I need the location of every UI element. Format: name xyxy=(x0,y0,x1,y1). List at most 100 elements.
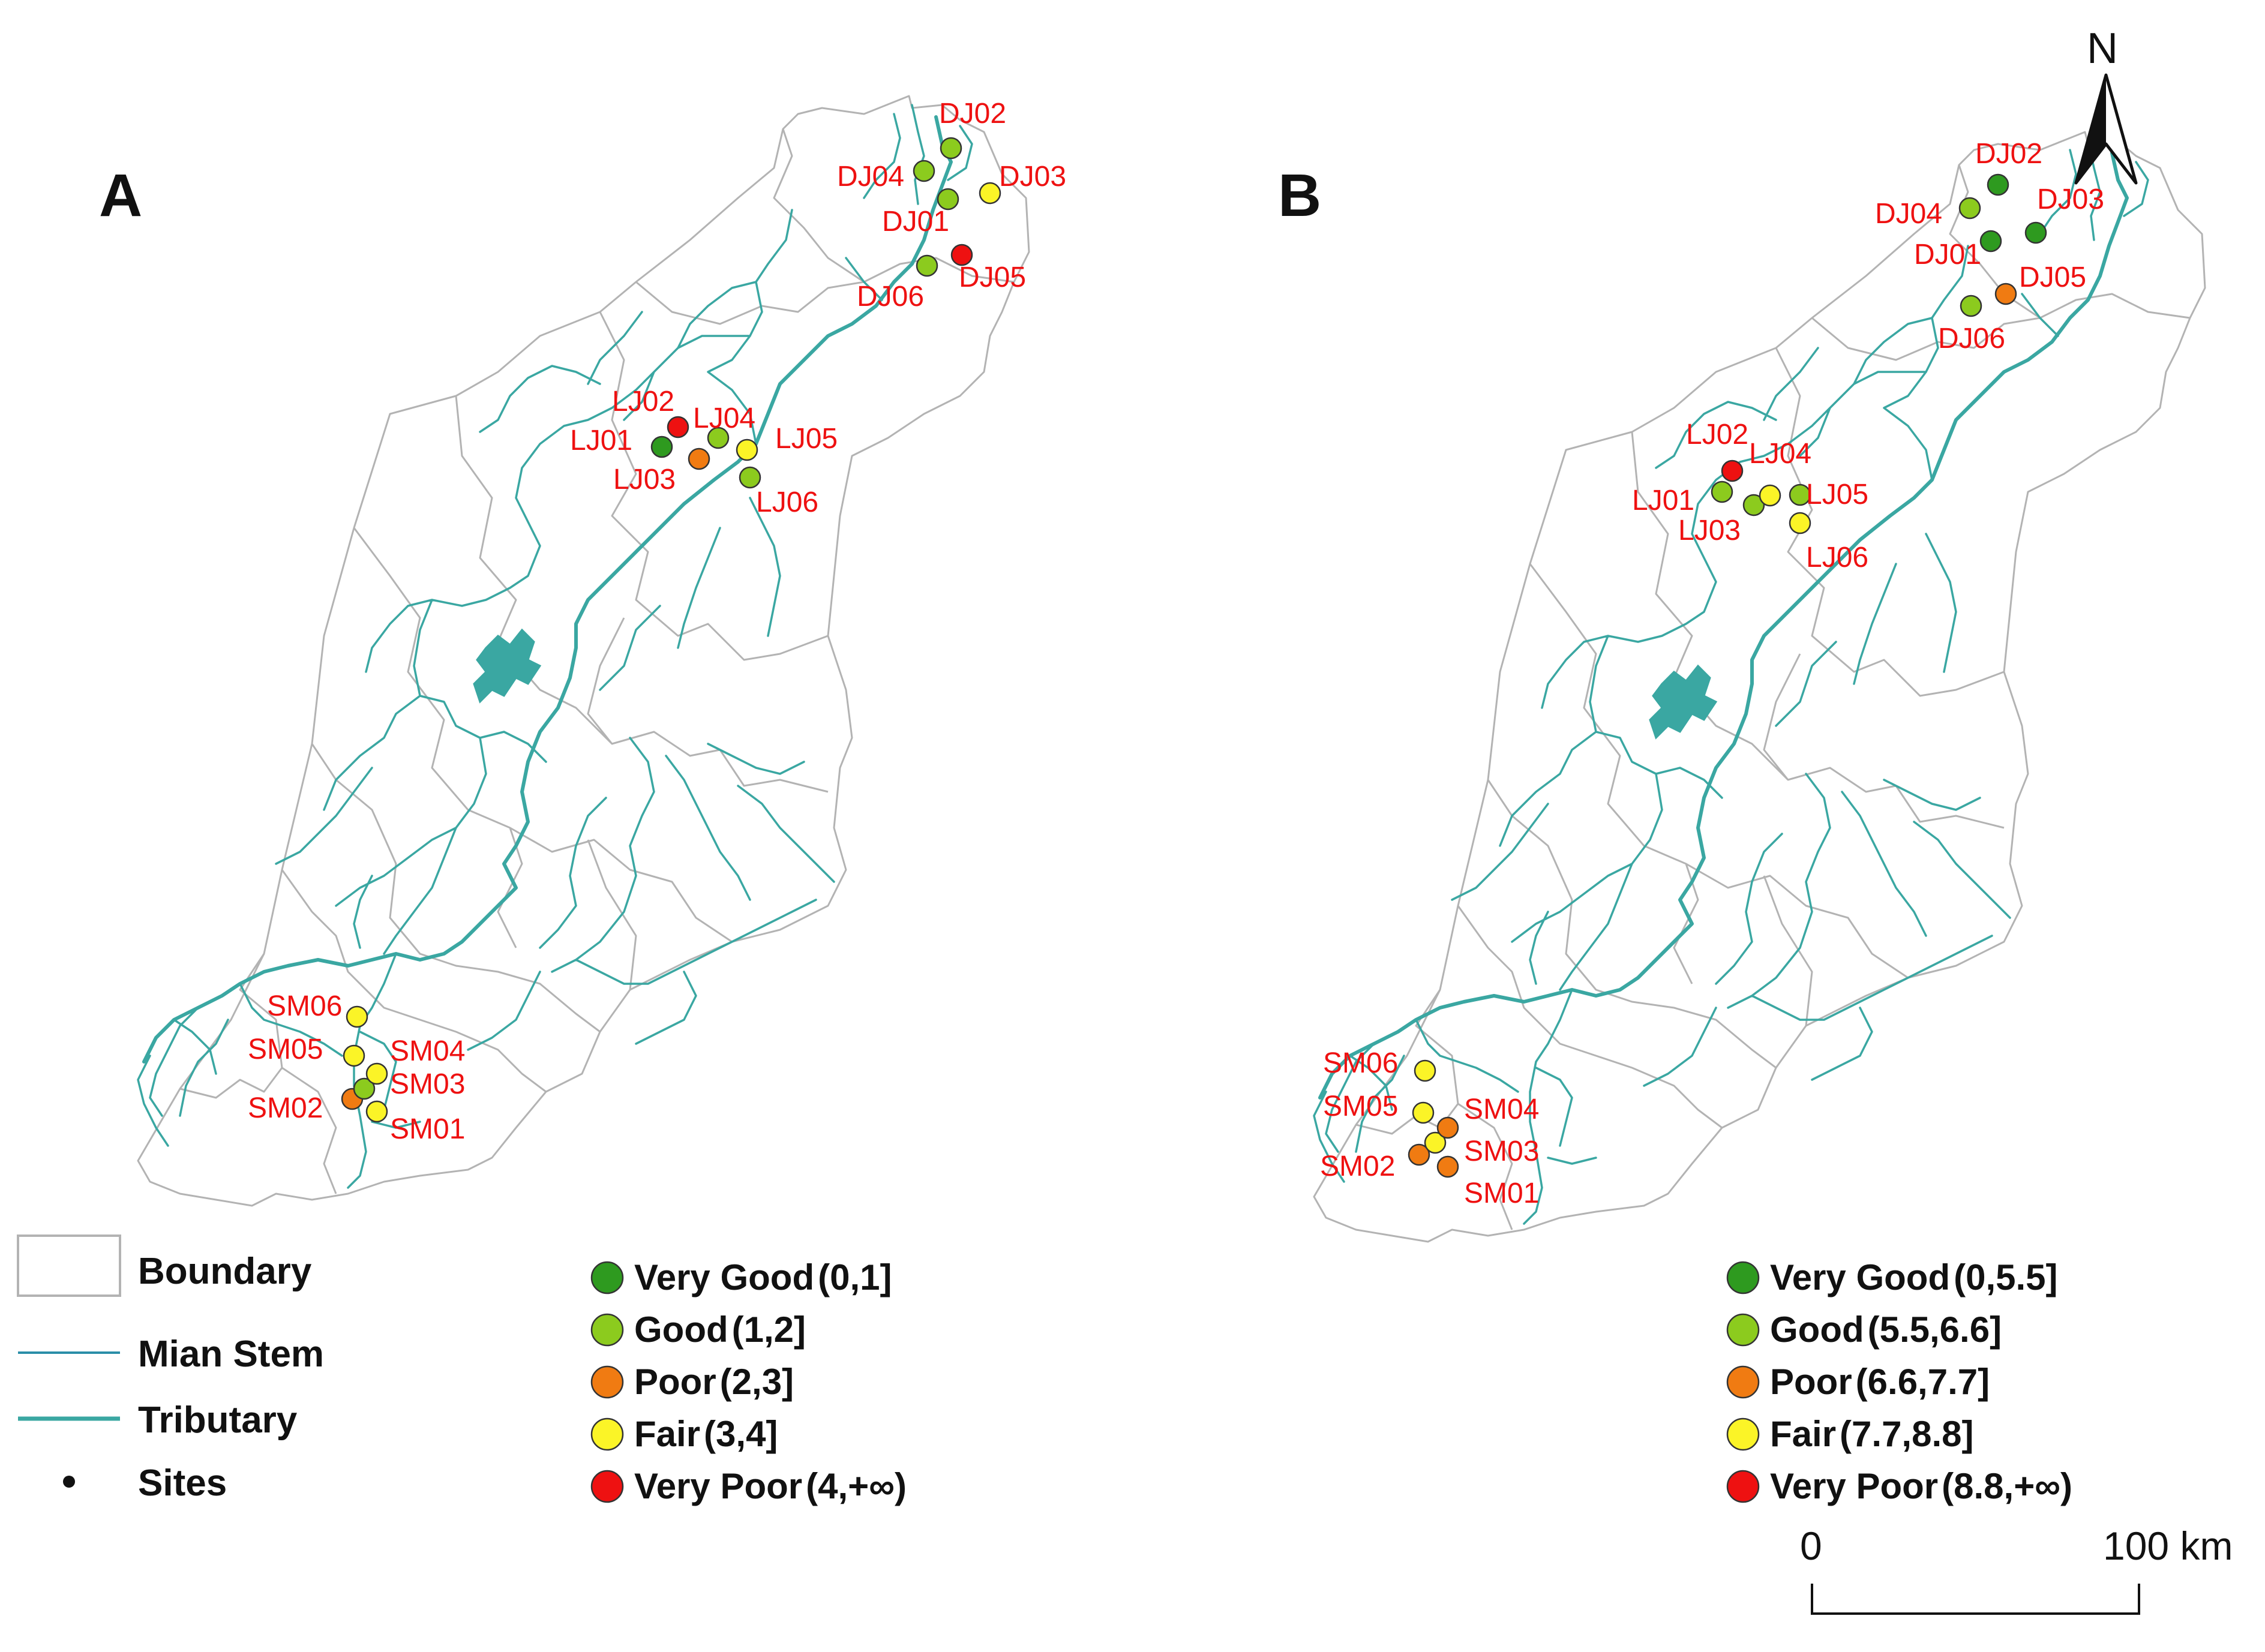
north-arrow-shade-icon xyxy=(2076,75,2106,183)
legend-class-name: Good xyxy=(634,1309,728,1350)
legend-class-label: Fair (7.7,8.8] xyxy=(1770,1414,1974,1454)
site-label-dj06: DJ06 xyxy=(857,281,924,313)
legend-class-range: (7.7,8.8] xyxy=(1840,1414,1973,1454)
boundary-swatch xyxy=(17,1235,121,1297)
site-marker-lj02 xyxy=(667,416,689,438)
site-marker-lj05 xyxy=(736,438,758,461)
legend-main-stem-label: Mian Stem xyxy=(138,1333,324,1375)
site-marker-sm02 xyxy=(1408,1143,1430,1166)
site-marker-lj06 xyxy=(1789,512,1811,534)
site-label-lj05: LJ05 xyxy=(775,423,838,455)
legend-class-range: (2,3] xyxy=(720,1362,794,1402)
site-marker-dj02 xyxy=(940,137,962,160)
site-marker-sm01 xyxy=(365,1100,388,1123)
legend-class-label: Good (1,2] xyxy=(634,1309,806,1350)
site-marker-lj03 xyxy=(1742,494,1765,516)
site-label-lj03: LJ03 xyxy=(613,464,676,495)
site-marker-dj03 xyxy=(2024,221,2047,244)
map-legend: Boundary Mian Stem Tributary Sites xyxy=(17,1235,324,1504)
site-label-sm04: SM04 xyxy=(390,1035,465,1067)
site-label-lj04: LJ04 xyxy=(693,403,755,434)
legend-swatch-fair xyxy=(590,1417,624,1451)
north-arrow: N xyxy=(2074,25,2138,185)
panel-a-label: A xyxy=(99,162,142,229)
panel-a-map: A DJ01 DJ02 DJ03 DJ04 DJ05 DJ06 LJ01 LJ02 LJ03 LJ… xyxy=(99,96,1066,1206)
site-label-sm06: SM06 xyxy=(1323,1047,1398,1079)
scale-bar-end: 100 km xyxy=(2103,1524,2233,1568)
site-marker-dj05 xyxy=(950,244,973,266)
site-label-sm05: SM05 xyxy=(1323,1091,1398,1122)
site-label-lj06: LJ06 xyxy=(756,486,818,518)
site-label-sm06: SM06 xyxy=(267,990,342,1022)
site-label-dj02: DJ02 xyxy=(1975,138,2042,170)
site-label-sm02: SM02 xyxy=(248,1092,323,1124)
legend-swatch-very-poor xyxy=(590,1470,624,1503)
site-marker-sm01 xyxy=(1436,1155,1459,1178)
legend-class-label: Poor (2,3] xyxy=(634,1362,794,1402)
legend-class-range: (4,+∞) xyxy=(806,1466,907,1506)
site-marker-lj01 xyxy=(1711,480,1733,503)
legend-class-label: Very Poor (8.8,+∞) xyxy=(1770,1466,2072,1506)
site-label-lj02: LJ02 xyxy=(1686,419,1748,450)
site-label-dj01: DJ01 xyxy=(882,206,949,238)
site-marker-lj04 xyxy=(707,426,730,449)
site-marker-dj03 xyxy=(979,182,1001,205)
site-label-lj04: LJ04 xyxy=(1749,438,1811,470)
legend-class-name: Poor xyxy=(634,1362,716,1402)
legend-class-name: Good xyxy=(1770,1309,1864,1350)
site-label-lj02: LJ02 xyxy=(612,386,674,417)
legend-class-name: Very Good xyxy=(1770,1257,1950,1297)
site-marker-sm05 xyxy=(1412,1101,1435,1124)
scale-bar-start: 0 xyxy=(1800,1524,1822,1568)
legend-class-name: Very Poor xyxy=(634,1466,802,1506)
site-label-dj06: DJ06 xyxy=(1938,323,2005,355)
site-marker-dj06 xyxy=(916,254,938,277)
site-marker-sm03 xyxy=(1424,1131,1447,1154)
site-marker-lj05 xyxy=(1789,483,1811,506)
site-label-lj05: LJ05 xyxy=(1806,479,1868,510)
legend-class-label: Fair (3,4] xyxy=(634,1414,778,1454)
site-marker-lj02 xyxy=(1721,459,1744,482)
legend-class-name: Very Poor xyxy=(1770,1466,1938,1506)
site-marker-dj06 xyxy=(1960,295,1982,317)
legend-class-label: Very Good (0,1] xyxy=(634,1257,892,1297)
legend-swatch-very-good xyxy=(590,1261,624,1294)
legend-class-range: (3,4] xyxy=(704,1414,778,1454)
site-label-dj03: DJ03 xyxy=(999,161,1066,193)
site-label-dj02: DJ02 xyxy=(939,98,1006,130)
site-marker-dj02 xyxy=(1987,173,2009,196)
site-marker-sm06 xyxy=(346,1005,368,1028)
legend-swatch-poor xyxy=(1726,1365,1760,1399)
site-label-sm02: SM02 xyxy=(1320,1151,1395,1182)
legend-class-range: (0,5.5] xyxy=(1954,1257,2057,1297)
panel-b-label: B xyxy=(1278,162,1321,229)
site-marker-lj04 xyxy=(1759,484,1781,507)
site-marker-dj05 xyxy=(1994,283,2017,305)
legend-class-range: (0,1] xyxy=(818,1257,892,1297)
panel-b-class-legend: Very Good (0,5.5] Good (5.5,6.6] Poor (6.6,7.… xyxy=(1726,1257,2072,1506)
site-marker-sm03 xyxy=(353,1077,376,1100)
legend-class-range: (1,2] xyxy=(732,1309,806,1350)
site-label-sm01: SM01 xyxy=(390,1113,465,1145)
site-marker-sm05 xyxy=(343,1044,365,1067)
site-marker-lj03 xyxy=(688,447,710,470)
legend-class-label: Poor (6.6,7.7] xyxy=(1770,1362,1990,1402)
site-label-dj05: DJ05 xyxy=(2019,262,2086,293)
panel-b-map: B DJ01 DJ02 DJ03 DJ04 DJ05 DJ06 LJ01 LJ02 LJ03 LJ… xyxy=(1278,132,2205,1242)
site-label-dj03: DJ03 xyxy=(2037,184,2104,215)
site-label-sm05: SM05 xyxy=(248,1034,323,1065)
site-marker-dj01 xyxy=(937,188,959,211)
legend-tributary-label: Tributary xyxy=(138,1399,298,1441)
legend-class-range: (6.6,7.7] xyxy=(1856,1362,1990,1402)
legend-class-name: Fair xyxy=(1770,1414,1836,1454)
legend-class-range: (5.5,6.6] xyxy=(1868,1309,2002,1350)
legend-swatch-very-good xyxy=(1726,1261,1760,1294)
legend-class-range: (8.8,+∞) xyxy=(1942,1466,2072,1506)
site-marker-sm04 xyxy=(1436,1116,1459,1139)
site-marker-dj01 xyxy=(1979,230,2002,253)
legend-sites-label: Sites xyxy=(138,1462,227,1504)
scale-bar: 0 100 km xyxy=(1800,1524,2233,1615)
scale-bar-line xyxy=(1811,1584,2140,1615)
site-marker-sm06 xyxy=(1414,1059,1436,1082)
